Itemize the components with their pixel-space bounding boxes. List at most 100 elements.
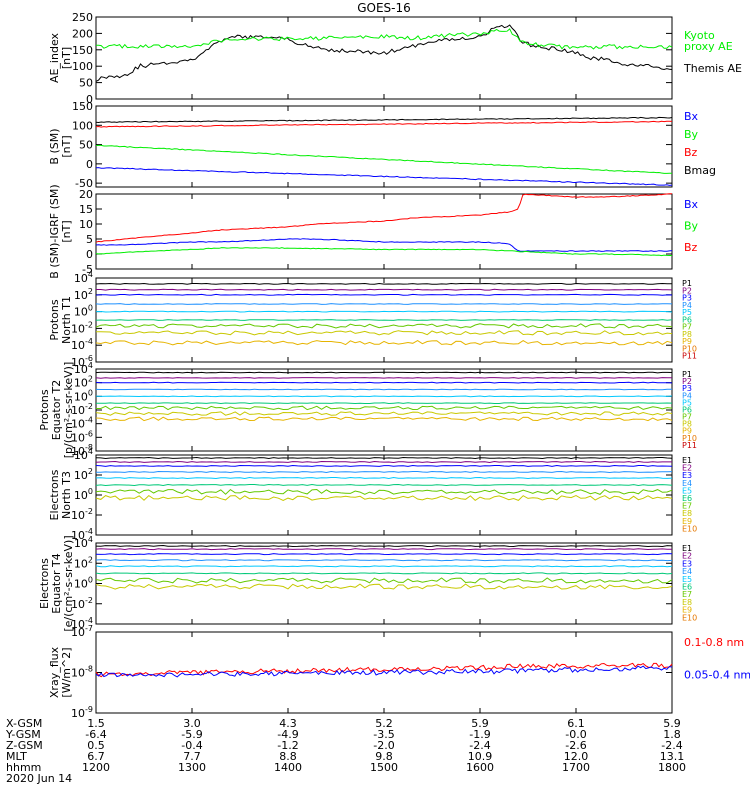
y-tick-exponent: 2	[88, 375, 93, 384]
y-tick-exponent: -4	[85, 527, 93, 536]
y-tick-exponent: -4	[85, 416, 93, 425]
legend-channel: P11	[682, 352, 697, 361]
channel-line	[95, 488, 673, 495]
y-tick-label: 104	[74, 535, 93, 550]
legend-channel: P7	[682, 413, 692, 422]
y-tick-label: 10-2	[71, 507, 93, 522]
channel-line	[95, 310, 673, 313]
y-tick-label: 50	[79, 139, 93, 152]
y-tick-label: -5	[82, 263, 93, 276]
x-axis-table: X-GSM 1.5 3.0 4.3 5.2 5.9 6.1 5.9Y-GSM -6.4 -5.9-…	[5, 717, 686, 785]
y-tick-label: 50	[79, 77, 93, 90]
x-row-value: 6.7	[87, 750, 105, 763]
channel-line	[95, 340, 673, 346]
legend-channel: P7	[682, 323, 692, 332]
legend-entry: Bz	[684, 146, 698, 159]
y-tick-exponent: -2	[85, 507, 93, 516]
legend-channel: P5	[682, 308, 692, 317]
series-line	[95, 193, 672, 243]
y-tick-exponent: -7	[85, 624, 93, 633]
y-axis-label: [p/(cm²-s-sr-keV)]	[62, 362, 75, 459]
channel-line	[95, 548, 672, 551]
y-tick-exponent: -9	[85, 705, 93, 714]
legend-channel: E2	[682, 552, 692, 561]
y-tick-label: 102	[74, 555, 93, 570]
channel-line	[95, 388, 673, 391]
x-axis-date: 2020 Jun 14	[6, 772, 72, 785]
series-line	[95, 238, 673, 252]
panel-frame	[95, 193, 673, 270]
y-axis-label: [nT]	[60, 220, 73, 242]
x-row-label: hhmm	[6, 761, 41, 774]
y-tick-exponent: -2	[85, 402, 93, 411]
x-row-value: 4.3	[279, 717, 297, 730]
channel-line	[95, 559, 673, 562]
figure-title: GOES-16	[357, 1, 411, 15]
x-row-value: 1700	[562, 761, 590, 774]
series-line	[95, 167, 673, 186]
x-row-value: 5.9	[471, 717, 489, 730]
series-line	[95, 247, 672, 257]
legend-channel: P5	[682, 398, 692, 407]
y-tick-label: 100	[74, 576, 93, 591]
legend-channel: P8	[682, 330, 692, 339]
y-tick-label: 100	[72, 119, 93, 132]
legend-channel: E1	[682, 456, 692, 465]
y-tick-label: 100	[74, 487, 93, 502]
channel-line	[95, 565, 673, 568]
series-line	[95, 120, 673, 128]
y-axis-label: AE_index	[48, 32, 61, 83]
x-row-value: -2.4	[469, 739, 490, 752]
legend-channel: E4	[682, 567, 692, 576]
y-tick-label: 15	[79, 203, 93, 216]
channel-line	[96, 288, 673, 291]
y-tick-label: 150	[72, 100, 93, 113]
channel-line	[95, 303, 673, 305]
x-row-value: 5.9	[663, 717, 681, 730]
series-line	[95, 665, 673, 678]
legend-entry: Kyoto	[684, 29, 715, 42]
y-tick-exponent: 4	[88, 361, 93, 370]
y-tick-exponent: -6	[85, 429, 93, 438]
legend-entry: Bx	[684, 110, 699, 123]
y-tick-exponent: -8	[85, 665, 93, 674]
channel-line	[95, 476, 673, 480]
y-tick-label: 102	[74, 287, 93, 302]
legend-channel: P3	[682, 294, 692, 303]
y-tick-exponent: -4	[85, 616, 93, 625]
legend-channel: P9	[682, 427, 692, 436]
y-axis-label: North T1	[60, 296, 73, 344]
x-row-value: 1200	[82, 761, 110, 774]
channel-line	[96, 470, 673, 474]
legend-entry: Bz	[684, 241, 698, 254]
channel-line	[96, 330, 673, 336]
y-tick-exponent: 0	[88, 487, 93, 496]
y-tick-label: 250	[72, 11, 93, 24]
y-tick-exponent: 4	[88, 535, 93, 544]
y-axis-label: Equator T4	[50, 553, 63, 613]
y-tick-exponent: -2	[85, 596, 93, 605]
legend-channel: P6	[682, 405, 692, 414]
x-row-value: -2.0	[373, 739, 394, 752]
x-row-label: Z-GSM	[6, 739, 43, 752]
channel-line	[95, 371, 673, 374]
channel-line	[95, 293, 673, 296]
x-row-value: 1.8	[663, 728, 681, 741]
y-tick-label: 20	[79, 188, 93, 201]
x-row-value: 12.0	[564, 750, 589, 763]
y-tick-label: 10-2	[71, 320, 93, 335]
legend-channel: P9	[682, 337, 692, 346]
y-axis-label: North T3	[60, 471, 73, 519]
series-line	[95, 116, 673, 124]
y-tick-exponent: 4	[88, 447, 93, 456]
y-tick-label: 200	[72, 27, 93, 40]
panel-frame	[95, 542, 673, 625]
x-row-value: 9.8	[375, 750, 393, 763]
x-row-label: Y-GSM	[5, 728, 41, 741]
y-tick-exponent: -8	[85, 443, 93, 452]
series-line	[95, 144, 673, 174]
legend-entry: Bmag	[684, 164, 716, 177]
